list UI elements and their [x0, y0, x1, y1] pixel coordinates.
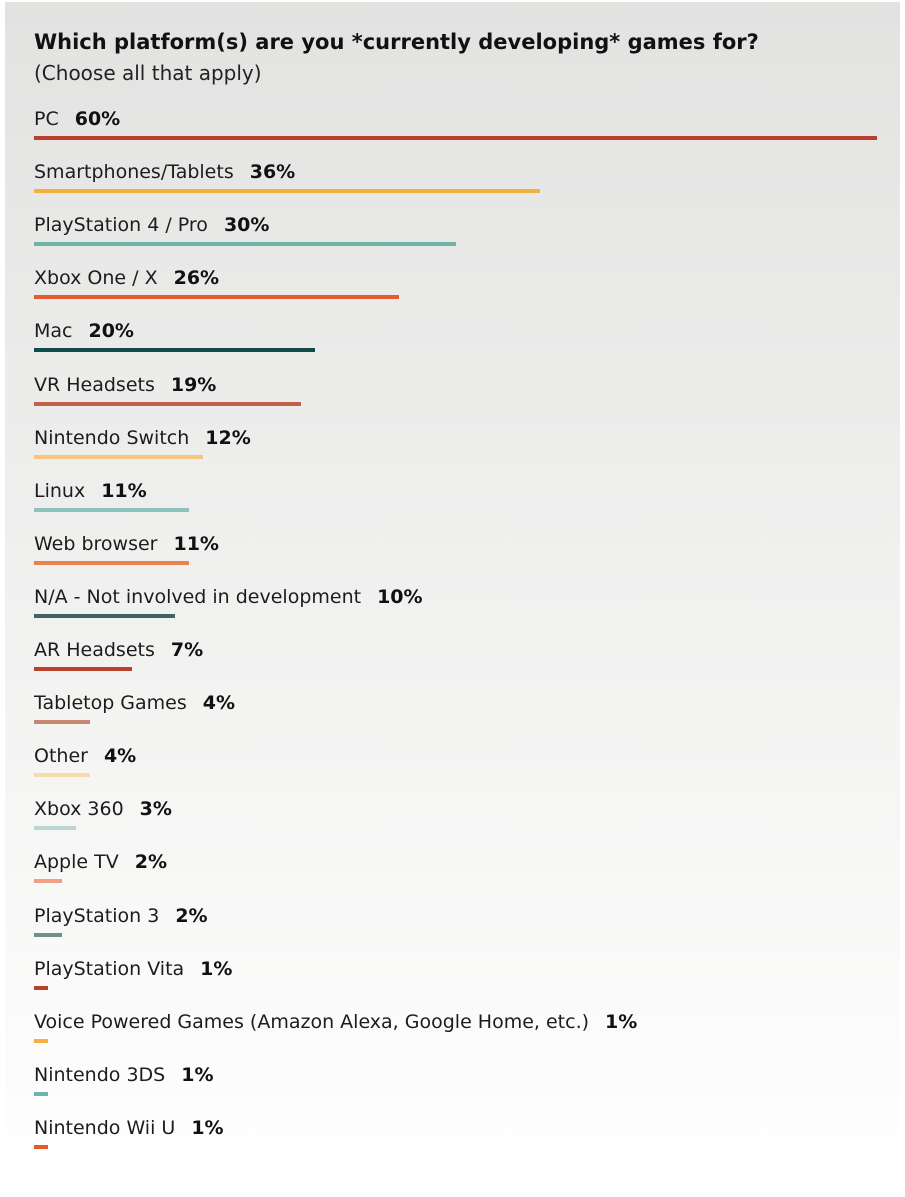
bar: [34, 348, 315, 353]
bar-text: Web browser 11%: [34, 532, 219, 556]
value-label: 2%: [175, 904, 208, 927]
category-label: Nintendo 3DS: [34, 1063, 166, 1086]
value-label: 1%: [605, 1010, 638, 1033]
bar: [34, 773, 90, 778]
category-label: Mac: [34, 320, 73, 343]
bar: [34, 189, 540, 194]
bar-text: Voice Powered Games (Amazon Alexa, Googl…: [34, 1010, 637, 1034]
bar: [34, 720, 90, 725]
bar-text: Other 4%: [34, 744, 136, 768]
bar-text: Mac 20%: [34, 319, 134, 343]
bar-text: Nintendo 3DS 1%: [34, 1063, 213, 1087]
category-label: Tabletop Games: [34, 692, 187, 715]
bar: [34, 667, 132, 671]
value-label: 19%: [170, 373, 217, 396]
category-label: VR Headsets: [34, 373, 155, 396]
bar-text: VR Headsets 19%: [34, 373, 216, 397]
bar: [34, 613, 175, 618]
value-label: 11%: [173, 532, 219, 555]
category-label: PlayStation 4 / Pro: [34, 214, 208, 237]
bar: [34, 401, 301, 406]
value-label: 2%: [134, 851, 167, 874]
category-label: PlayStation 3: [34, 904, 160, 927]
category-label: PlayStation Vita: [34, 957, 185, 980]
category-label: Web browser: [34, 532, 158, 555]
value-label: 4%: [103, 745, 137, 768]
value-label: 7%: [170, 639, 204, 661]
value-label: 12%: [205, 426, 251, 449]
bar: [34, 454, 203, 459]
category-label: AR Headsets: [34, 639, 155, 661]
bar-text: Tabletop Games 4%: [34, 691, 235, 715]
bar-text: PC 60%: [34, 107, 120, 131]
bar-text: Linux 11%: [34, 479, 147, 503]
bar: [34, 136, 877, 140]
bar-text: PlayStation 3 2%: [34, 904, 208, 928]
category-label: Xbox One / X: [34, 267, 158, 290]
bar-text: Nintendo Switch 12%: [34, 426, 251, 450]
chart-panel: [5, 2, 900, 1194]
category-label: Nintendo Switch: [34, 426, 190, 449]
value-label: 60%: [74, 108, 121, 130]
category-label: Voice Powered Games (Amazon Alexa, Googl…: [34, 1010, 590, 1033]
category-label: N/A - Not involved in development: [34, 585, 362, 608]
bar: [34, 826, 76, 831]
bar: [34, 560, 189, 565]
bar-text: PlayStation Vita 1%: [34, 957, 232, 981]
bar: [34, 879, 62, 884]
bar-text: PlayStation 4 / Pro 30%: [34, 213, 269, 237]
category-label: Nintendo Wii U: [34, 1116, 176, 1139]
category-label: PC: [34, 108, 59, 130]
value-label: 36%: [249, 161, 296, 184]
bar-text: Apple TV 2%: [34, 850, 167, 874]
bar-text: AR Headsets 7%: [34, 638, 203, 662]
chart-subtitle: (Choose all that apply): [34, 61, 262, 85]
bar: [34, 242, 456, 247]
value-label: 10%: [377, 585, 423, 608]
bar: [34, 932, 62, 937]
bar: [34, 507, 189, 512]
category-label: Linux: [34, 479, 86, 502]
value-label: 30%: [223, 214, 270, 237]
category-label: Apple TV: [34, 851, 119, 874]
bar: [34, 1091, 48, 1096]
value-label: 3%: [139, 798, 172, 821]
bar: [34, 295, 399, 300]
bar-text: N/A - Not involved in development 10%: [34, 585, 423, 609]
value-label: 26%: [173, 267, 220, 290]
value-label: 20%: [88, 320, 134, 343]
category-label: Smartphones/Tablets: [34, 161, 234, 184]
bar: [34, 1038, 48, 1043]
category-label: Xbox 360: [34, 798, 124, 821]
value-label: 4%: [202, 692, 236, 715]
category-label: Other: [34, 745, 88, 768]
chart-title: Which platform(s) are you *currently dev…: [34, 30, 759, 54]
bar: [34, 1144, 48, 1149]
value-label: 1%: [200, 957, 233, 980]
value-label: 11%: [101, 479, 147, 502]
bar-text: Smartphones/Tablets 36%: [34, 160, 295, 184]
bar-text: Xbox One / X 26%: [34, 266, 219, 290]
value-label: 1%: [181, 1063, 214, 1086]
bar-text: Xbox 360 3%: [34, 797, 172, 821]
bar-text: Nintendo Wii U 1%: [34, 1116, 224, 1140]
bar: [34, 985, 48, 990]
value-label: 1%: [191, 1116, 224, 1139]
